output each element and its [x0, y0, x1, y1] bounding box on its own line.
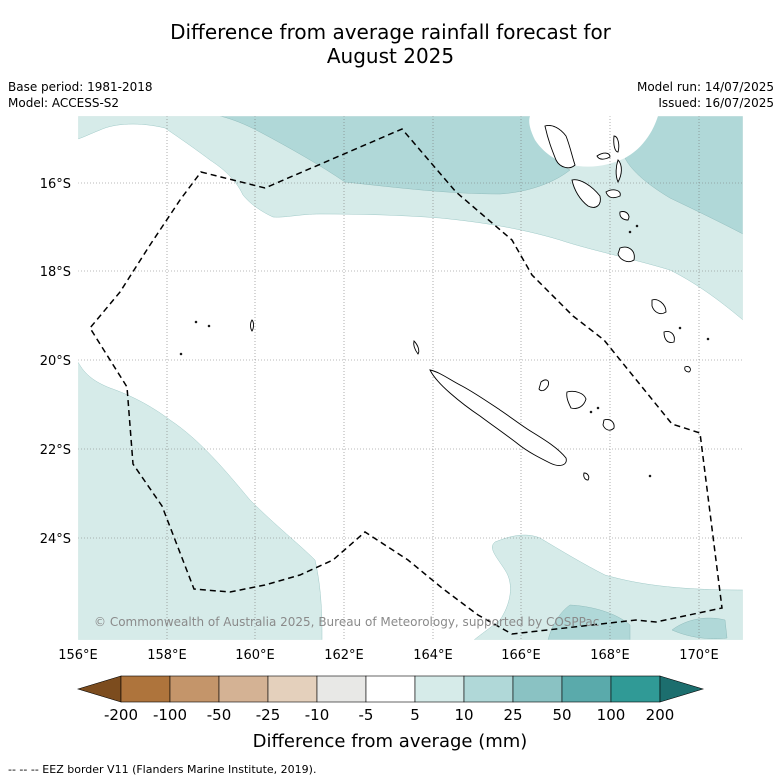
vanuatu-maewo-coast: [613, 135, 620, 153]
colorbar-tick-label: -100: [153, 706, 187, 724]
model-name: Model: ACCESS-S2: [8, 96, 120, 110]
mare-coast: [602, 419, 615, 431]
longitude-tick-label: 168°E: [590, 648, 630, 663]
colorbar-bin: [267, 675, 318, 703]
anomaly-area-southeast-light: [473, 534, 743, 640]
latitude-tick-label: 24°S: [40, 532, 71, 547]
colorbar-tick-label: -200: [104, 706, 138, 724]
walpole-coast: [583, 472, 590, 481]
colorbar-tick-label: 50: [552, 706, 571, 724]
vanuatu-tanna-coast: [651, 299, 667, 315]
vanuatu-ambae-coast: [596, 152, 611, 160]
eez-border: [89, 128, 723, 635]
colorbar-bin: [316, 675, 367, 703]
colorbar-extend-high: [659, 675, 705, 703]
reef-islet-6: [706, 337, 710, 341]
meta-left: Base period: 1981-2018 Model: ACCESS-S2: [8, 79, 153, 111]
map-panel: © Commonwealth of Australia 2025, Bureau…: [77, 115, 744, 641]
colorbar-tick-label: -50: [207, 706, 232, 724]
colorbar-tick-label: 100: [597, 706, 626, 724]
ouvea-coast: [538, 379, 549, 392]
colorbar-bin: [218, 675, 269, 703]
latitude-tick-label: 16°S: [40, 177, 71, 192]
colorbar-tick-label: 200: [646, 706, 675, 724]
latitude-tick-label: 20°S: [40, 354, 71, 369]
anomaly-area-southwest-light: [78, 361, 323, 640]
longitude-tick-label: 162°E: [324, 648, 364, 663]
rainfall-anomaly-shading: [78, 116, 743, 640]
reef-islet-5: [678, 326, 682, 330]
base-period: Base period: 1981-2018: [8, 80, 153, 94]
colorbar-bin: [365, 675, 416, 703]
map-frame: [77, 115, 744, 641]
reef-islet-1: [194, 320, 198, 324]
coastlines: [179, 125, 710, 481]
model-run: Model run: 14/07/2025: [636, 80, 774, 94]
colorbar-bin: [463, 675, 514, 703]
vanuatu-aneityum-coast: [663, 331, 675, 343]
colorbar-bin: [561, 675, 612, 703]
reef-islet-9: [589, 410, 593, 414]
longitude-tick-label: 166°E: [501, 648, 541, 663]
longitude-tick-label: 164°E: [413, 648, 453, 663]
colorbar-bin: [169, 675, 220, 703]
reef-islet-7: [628, 230, 632, 234]
vanuatu-ambrym-coast: [605, 189, 621, 199]
belep-islet-coast: [413, 340, 420, 355]
chart-title: Difference from average rainfall forecas…: [0, 20, 781, 68]
issued-date: Issued: 16/07/2025: [658, 96, 774, 110]
latitude-tick-label: 18°S: [40, 265, 71, 280]
colorbar-tick-label: 25: [503, 706, 522, 724]
colorbar-tick-labels: -200 -100 -50 -25 -10 -5 5 10 25 50 100 200: [104, 706, 674, 724]
colorbar-bin: [120, 675, 171, 703]
anomaly-area-southeast-medium-2: [671, 617, 728, 639]
vanuatu-pentecost-coast: [615, 159, 622, 184]
lifou-coast: [566, 390, 587, 409]
reef-islet-10: [596, 406, 600, 410]
chesterfield-islet-coast: [250, 319, 254, 332]
longitude-tick-labels: 156°E 158°E 160°E 162°E 164°E 166°E 168°E 170°E: [58, 648, 719, 663]
vanuatu-efate-coast: [619, 211, 630, 221]
reef-islet-3: [179, 352, 183, 356]
latitude-tick-label: 22°S: [40, 443, 71, 458]
colorbar: [76, 675, 705, 703]
colorbar-tick-label: -5: [359, 706, 374, 724]
colorbar-bin: [610, 675, 661, 703]
colorbar-extend-low: [76, 675, 122, 703]
reef-islet-2: [207, 324, 211, 328]
title-line-2: August 2025: [326, 44, 455, 68]
longitude-tick-label: 160°E: [235, 648, 275, 663]
colorbar-tick-label: 5: [410, 706, 420, 724]
meta-right: Model run: 14/07/2025 Issued: 16/07/2025: [637, 79, 774, 111]
longitude-tick-label: 170°E: [679, 648, 719, 663]
reef-islet-4: [648, 474, 652, 478]
eez-footnote: -- -- -- EEZ border V11 (Flanders Marine…: [8, 763, 317, 776]
gridlines: [78, 116, 743, 640]
matthew-island-coast: [684, 366, 691, 373]
vanuatu-erromango-coast: [617, 246, 635, 263]
colorbar-tick-label: -10: [305, 706, 330, 724]
reef-islet-8: [635, 224, 639, 228]
vanuatu-malakula-coast: [571, 179, 601, 208]
colorbar-bin: [512, 675, 563, 703]
latitude-tick-labels: 16°S 18°S 20°S 22°S 24°S: [40, 177, 71, 547]
title-line-1: Difference from average rainfall forecas…: [170, 20, 611, 44]
colorbar-bin: [414, 675, 465, 703]
colorbar-tick-label: 10: [454, 706, 473, 724]
colorbar-tick-label: -25: [256, 706, 281, 724]
vanuatu-espiritu-santo-coast: [544, 125, 576, 169]
map-credit: © Commonwealth of Australia 2025, Bureau…: [94, 615, 599, 629]
new-caledonia-coast: [429, 369, 567, 466]
longitude-tick-label: 158°E: [147, 648, 187, 663]
longitude-tick-label: 156°E: [58, 648, 98, 663]
colorbar-title: Difference from average (mm): [253, 731, 528, 752]
